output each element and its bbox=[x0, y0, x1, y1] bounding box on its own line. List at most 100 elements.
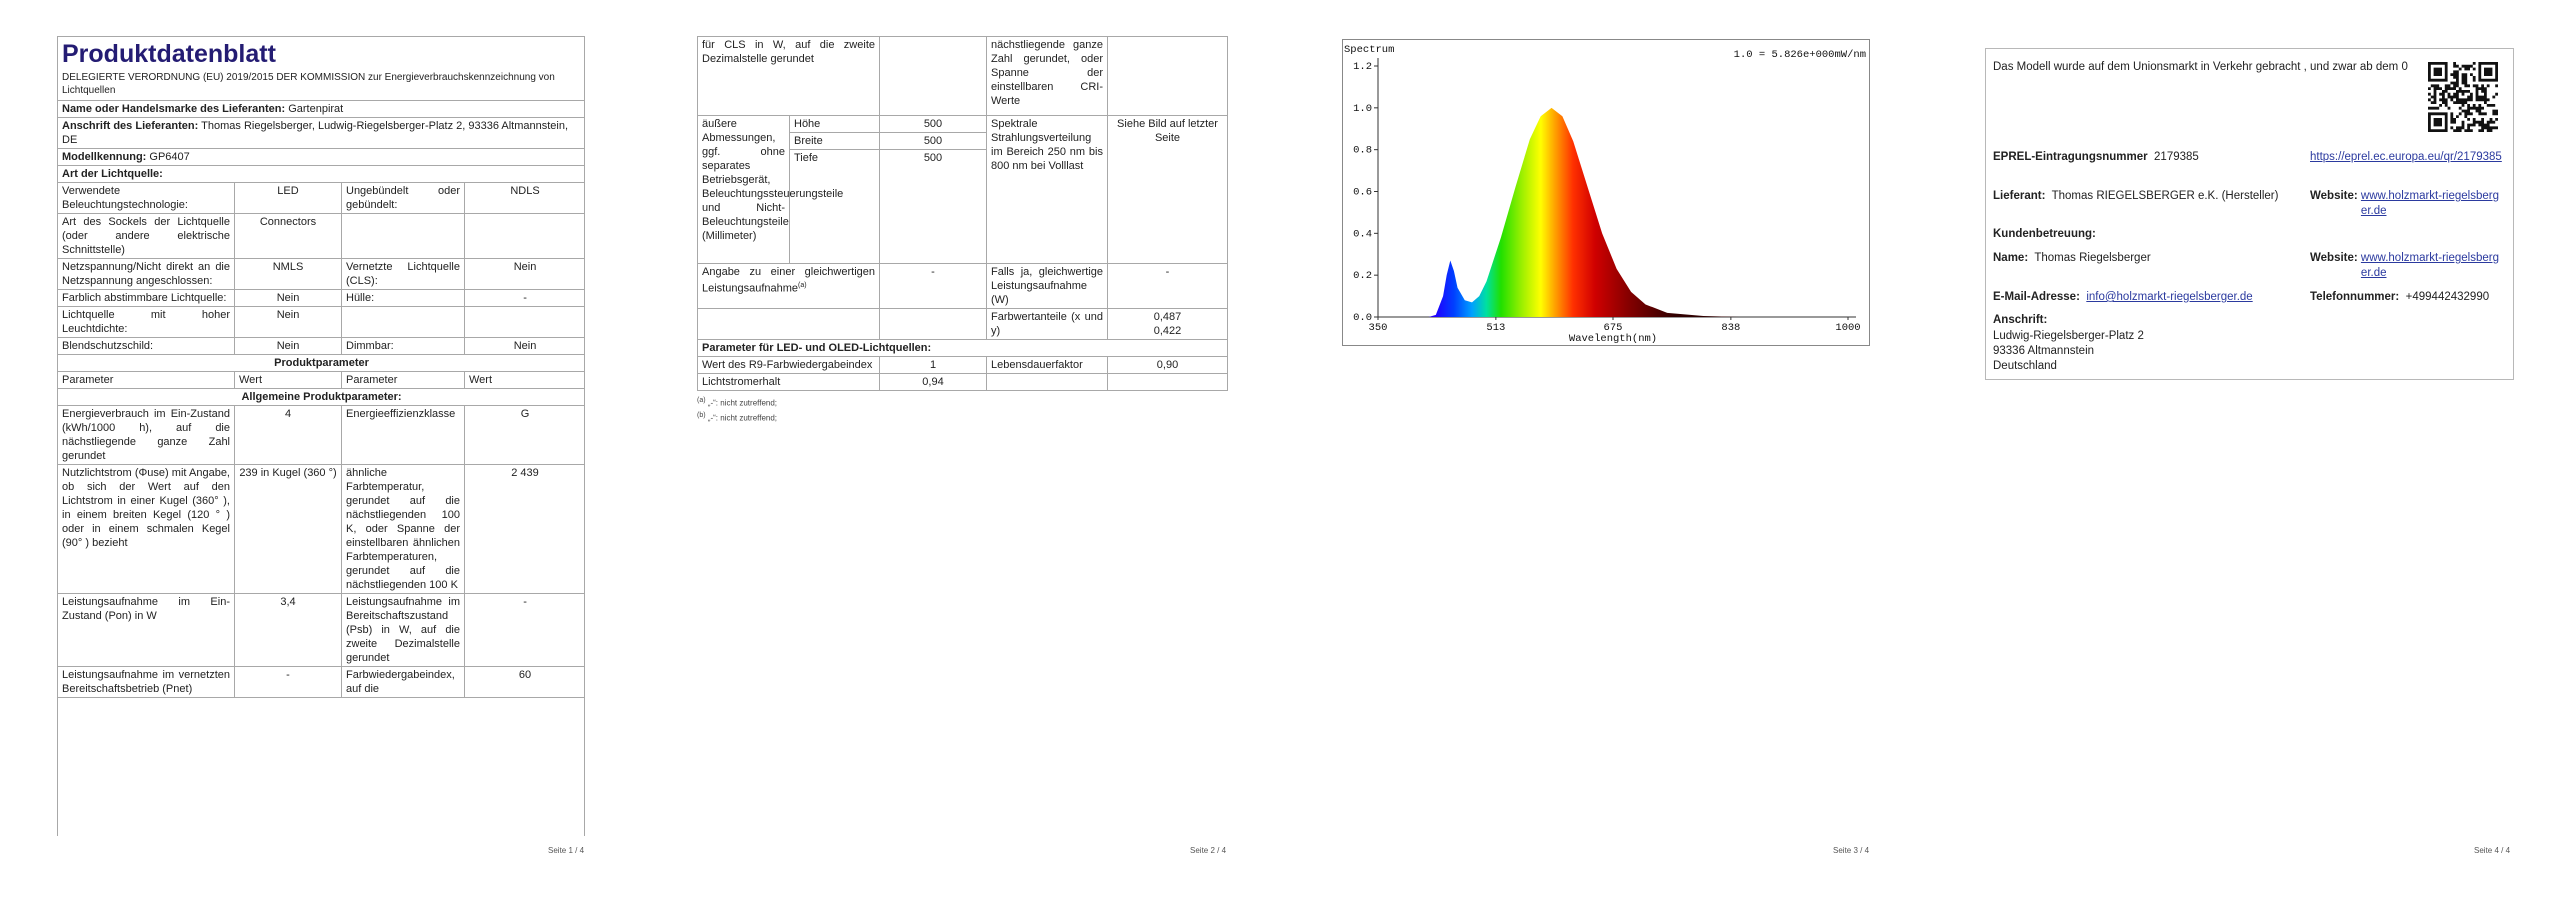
cell: Lebensdauerfaktor bbox=[986, 356, 1108, 374]
cell: Höhe bbox=[789, 115, 880, 133]
cell: - bbox=[234, 666, 342, 698]
label: Name oder Handelsmarke des Lieferanten: bbox=[62, 103, 286, 115]
cell: 2 439 bbox=[463, 464, 584, 594]
cell: 1 bbox=[879, 356, 987, 374]
x-tick-label: 513 bbox=[1486, 322, 1505, 334]
cell: - bbox=[463, 289, 584, 307]
column-header: Wert bbox=[463, 371, 584, 389]
label: Name: bbox=[1993, 252, 2029, 264]
cell: für CLS in W, auf die zweite Dezimalstel… bbox=[697, 36, 880, 116]
page-footer: Seite 1 / 4 bbox=[548, 846, 585, 855]
column-header: Parameter bbox=[58, 371, 235, 389]
cell: 500 bbox=[879, 115, 987, 133]
footnote: (b) „-“: nicht zutreffend; bbox=[697, 410, 1228, 425]
value: Thomas Riegelsberger, Ludwig-Riegelsberg… bbox=[62, 120, 569, 146]
y-tick-label: 0.6 bbox=[1353, 187, 1372, 199]
cell: Leistungsaufnahme im Bereitschaftszustan… bbox=[341, 593, 465, 667]
y-tick-label: 0.8 bbox=[1353, 145, 1372, 157]
address-line: 93336 Altmannstein bbox=[1993, 345, 2095, 357]
x-axis-label: Wavelength(nm) bbox=[1569, 333, 1657, 345]
footnote-mark: (a) bbox=[798, 282, 807, 289]
label: EPREL-Eintragungsnummer bbox=[1993, 151, 2148, 163]
heading: Allgemeine Produktparameter: bbox=[58, 388, 584, 406]
cell: äußere Abmessungen, ggf. ohne separates … bbox=[697, 115, 843, 264]
value: Thomas Riegelsberger bbox=[2034, 252, 2151, 264]
cell: Tiefe bbox=[789, 149, 880, 264]
email-link[interactable]: info@holzmarkt-riegelsberger.de bbox=[2086, 291, 2253, 303]
cell: Nein bbox=[234, 337, 342, 355]
label: Lieferant: bbox=[1993, 190, 2046, 202]
cell: Vernetzte Lichtquelle (CLS): bbox=[341, 258, 465, 290]
label: Website: bbox=[2310, 252, 2358, 264]
cell: Energieeffizienzklasse bbox=[341, 405, 465, 465]
label: Modellkennung: bbox=[62, 151, 147, 163]
cell: Siehe Bild auf letzter Seite bbox=[1107, 115, 1228, 264]
value: 0,487 bbox=[1153, 311, 1182, 323]
cell: 500 bbox=[879, 132, 987, 150]
eprel-link[interactable]: https://eprel.ec.europa.eu/qr/2179385 bbox=[2310, 151, 2502, 163]
value: Gartenpirat bbox=[288, 103, 344, 115]
cell: Blendschutzschild: bbox=[58, 337, 235, 355]
cell: - bbox=[879, 263, 987, 309]
cell: Energieverbrauch im Ein-Zustand (kWh/100… bbox=[58, 405, 235, 465]
cell: 3,4 bbox=[234, 593, 342, 667]
cell: Nein bbox=[234, 306, 342, 338]
spectrum-chart: Spectrum 1.0 = 5.826e+000mW/nm Wavelengt… bbox=[1342, 39, 1870, 346]
qr-code bbox=[2428, 62, 2498, 132]
market-text: Das Modell wurde auf dem Unionsmarkt in … bbox=[1993, 61, 2408, 73]
cell: Falls ja, gleichwertige Leistungsaufnahm… bbox=[986, 263, 1108, 309]
cell: Lichtstromerhalt bbox=[697, 373, 880, 391]
address-line: Ludwig-Riegelsberger-Platz 2 bbox=[1993, 330, 2144, 342]
data-table: für CLS in W, auf die zweite Dezimalstel… bbox=[697, 36, 1228, 391]
cell: 239 in Kugel (360 °) bbox=[234, 464, 342, 594]
heading: Parameter für LED- und OLED-Lichtquellen… bbox=[697, 339, 1228, 357]
cell: - bbox=[1107, 263, 1228, 309]
footnote: (a) „-“: nicht zutreffend; bbox=[697, 395, 1228, 410]
footnote-text: „-“: nicht zutreffend; bbox=[707, 413, 778, 423]
cell: ähnliche Farbtemperatur, gerundet auf di… bbox=[341, 464, 465, 594]
cell: Spektrale Strahlungsverteilung im Bereic… bbox=[986, 115, 1108, 264]
cell: Verwendete Beleuchtungstechnologie: bbox=[58, 182, 235, 214]
cell: Netzspannung/Nicht direkt an die Netzspa… bbox=[58, 258, 235, 290]
page-1: Produktdatenblatt DELEGIERTE VERORDNUNG … bbox=[57, 36, 585, 836]
chart-frame bbox=[1342, 39, 1870, 346]
website-link[interactable]: www.holzmarkt-riegelsberger.de bbox=[2360, 190, 2499, 217]
y-tick-label: 0.4 bbox=[1353, 228, 1372, 240]
spectrum-area bbox=[1378, 107, 1848, 317]
cell: Farbwiedergabeindex, auf die bbox=[341, 666, 465, 698]
footnote-text: „-“: nicht zutreffend; bbox=[707, 398, 778, 408]
page-footer: Seite 4 / 4 bbox=[2474, 846, 2511, 855]
cell: - bbox=[463, 593, 584, 667]
value: +499442432990 bbox=[2405, 291, 2490, 303]
address-line: Deutschland bbox=[1993, 360, 2057, 372]
label: Anschrift des Lieferanten: bbox=[62, 120, 199, 132]
cell: Leistungsaufnahme im Ein-Zustand (Pon) i… bbox=[58, 593, 235, 667]
footnote-mark: (b) bbox=[697, 411, 706, 419]
cell: Art des Sockels der Lichtquelle (oder an… bbox=[58, 213, 235, 259]
annotation: 1.0 = 5.826e+000mW/nm bbox=[1734, 49, 1866, 61]
cell: Dimmbar: bbox=[341, 337, 465, 355]
value: 2179385 bbox=[2154, 151, 2199, 163]
y-tick-label: 0.2 bbox=[1353, 270, 1372, 282]
label: Website: bbox=[2310, 190, 2358, 202]
cell: Connectors bbox=[234, 213, 342, 259]
cell: NMLS bbox=[234, 258, 342, 290]
page-4: Das Modell wurde auf dem Unionsmarkt in … bbox=[1985, 48, 2514, 380]
title: Produktdatenblatt bbox=[62, 40, 276, 68]
label: E-Mail-Adresse: bbox=[1993, 291, 2080, 303]
cell: LED bbox=[234, 182, 342, 214]
y-tick-label: 1.2 bbox=[1353, 61, 1372, 73]
page-footer: Seite 3 / 4 bbox=[1833, 846, 1870, 855]
cell: Farblich abstimmbare Lichtquelle: bbox=[58, 289, 235, 307]
cell: Nutzlichtstrom (Φuse) mit Angabe, ob sic… bbox=[58, 464, 235, 594]
cell: 0,94 bbox=[879, 373, 987, 391]
text: Angabe zu einer gleichwertigen Leistungs… bbox=[702, 266, 875, 295]
cell: Nein bbox=[234, 289, 342, 307]
regulation: DELEGIERTE VERORDNUNG (EU) 2019/2015 DER… bbox=[62, 72, 555, 96]
label: Telefonnummer: bbox=[2310, 291, 2400, 303]
cell: Wert des R9-Farbwiedergabeindex bbox=[697, 356, 880, 374]
website-link[interactable]: www.holzmarkt-riegelsberger.de bbox=[2360, 252, 2499, 279]
value: 0,422 bbox=[1153, 325, 1182, 337]
cell: 500 bbox=[879, 149, 987, 264]
